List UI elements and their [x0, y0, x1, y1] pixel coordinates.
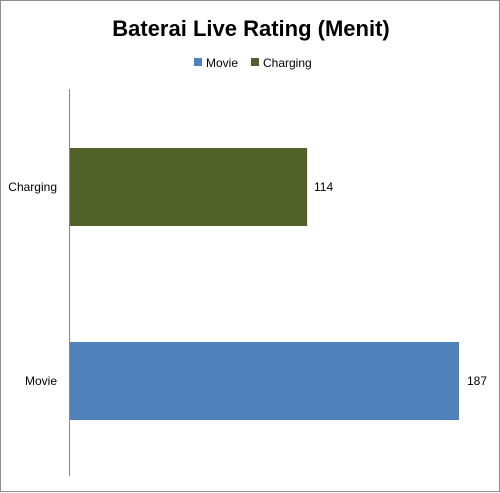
legend-label-charging: Charging: [263, 56, 312, 70]
data-label-movie: 187: [467, 374, 487, 388]
chart-title: Baterai Live Rating (Menit): [112, 16, 389, 41]
bar-movie: [70, 342, 459, 420]
legend-swatch-movie: [194, 58, 202, 66]
tick-label-charging: Charging: [8, 180, 57, 194]
bars-group: [70, 148, 459, 420]
legend: Movie Charging: [194, 56, 312, 70]
legend-label-movie: Movie: [206, 56, 238, 70]
bar-charging: [70, 148, 308, 226]
tick-label-movie: Movie: [25, 374, 57, 388]
legend-swatch-charging: [251, 58, 259, 66]
data-label-charging: 114: [314, 180, 333, 194]
